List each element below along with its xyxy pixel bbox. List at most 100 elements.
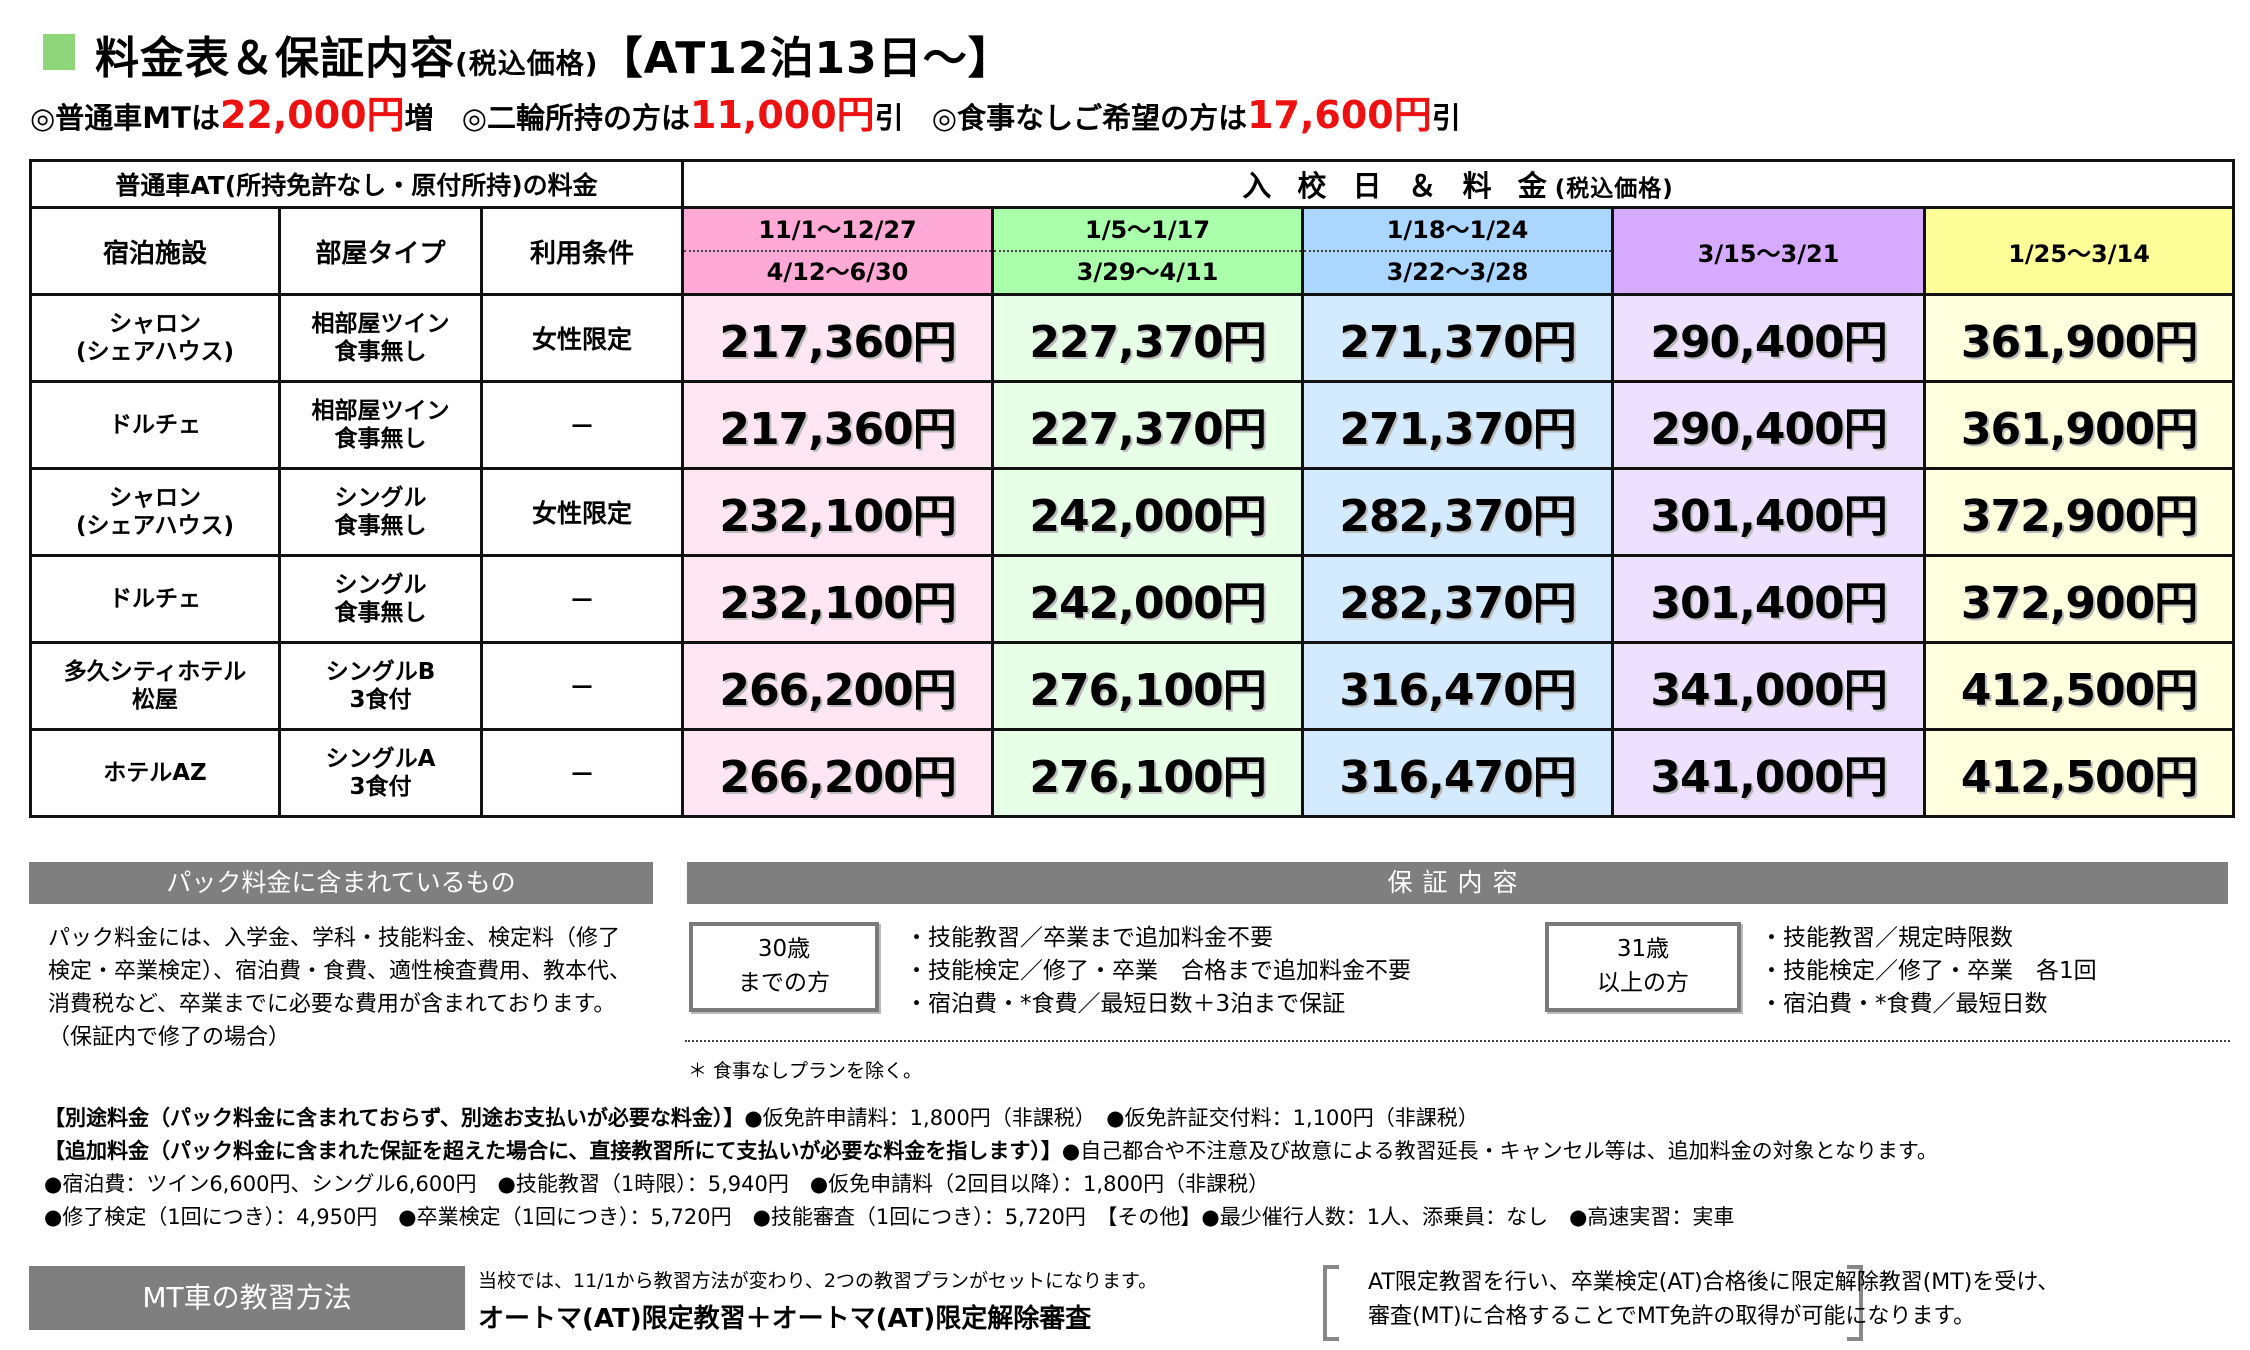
facility-cell: ドルチェ (29, 380, 281, 470)
price-cell: 412,500円 (1923, 641, 2236, 731)
price-cell: 316,470円 (1301, 641, 1615, 731)
adjust-nomeal-suffix: 引 (1431, 101, 1461, 135)
facility-cell: ホテルAZ (29, 728, 281, 818)
table-row: シャロン (シェアハウス) シングル 食事無し 女性限定 232,100円 242,… (29, 467, 2236, 557)
additional-fee-label: 【追加料金（パック料金に含まれた保証を超えた場合に、直接教習所にて支払いが必要な… (44, 1139, 1062, 1163)
pack-description: パック料金には、入学金、学科・技能料金、検定料（修了 検定・卒業検定）、宿泊費・… (48, 926, 632, 1050)
additional-fee-note: ●自己都合や不注意及び故意による教習延長・キャンセル等は、追加料金の対象となりま… (1061, 1139, 1938, 1163)
price-cell: 316,470円 (1301, 728, 1615, 818)
price-cell: 282,370円 (1301, 467, 1615, 557)
condition-cell: 女性限定 (479, 467, 685, 557)
table-row: ドルチェ シングル 食事無し － 232,100円 242,000円 282,37… (29, 554, 2236, 644)
price-cell: 266,200円 (681, 641, 995, 731)
table-left-header: 普通車AT(所持免許なし・原付所持)の料金 (28, 159, 685, 209)
mt-method-header: MT車の教習方法 (29, 1266, 465, 1330)
bracket-left-icon (1323, 1265, 1339, 1341)
price-cell: 290,400円 (1611, 380, 1927, 470)
adjust-mt-prefix: ◎普通車MTは (30, 101, 220, 135)
condition-cell: － (479, 554, 685, 644)
condition-cell: － (479, 641, 685, 731)
price-cell: 266,200円 (681, 728, 995, 818)
adjust-nomeal-prefix: ◎食事なしご希望の方は (931, 101, 1248, 135)
title-plan: 【AT12泊13日～】 (598, 33, 1013, 84)
period-header-1: 11/1～12/27 4/12～6/30 (681, 206, 995, 296)
condition-cell: 女性限定 (479, 293, 685, 383)
title-tax-note: (税込価格) (455, 47, 599, 80)
price-cell: 217,360円 (681, 293, 995, 383)
price-cell: 271,370円 (1301, 380, 1615, 470)
period-header-2: 1/5～1/17 3/29～4/11 (991, 206, 1305, 296)
table-row: ホテルAZ シングルA 3食付 － 266,200円 276,100円 316,4… (29, 728, 2236, 818)
bracket-right-icon (1847, 1265, 1863, 1341)
room-cell: シングル 食事無し (278, 467, 483, 557)
divider (685, 1040, 2230, 1042)
footnote: ＊ 食事なしプランを除く。 (688, 1060, 923, 1082)
price-cell: 276,100円 (991, 641, 1305, 731)
price-cell: 282,370円 (1301, 554, 1615, 644)
price-cell: 232,100円 (681, 467, 995, 557)
other-label: 【その他】 (1106, 1205, 1202, 1229)
age-box-under-30: 30歳 までの方 (689, 922, 879, 1012)
price-cell: 271,370円 (1301, 293, 1615, 383)
price-cell: 361,900円 (1923, 380, 2236, 470)
table-row: 多久シティホテル 松屋 シングルB 3食付 － 266,200円 276,100円 … (29, 641, 2236, 731)
price-cell: 372,900円 (1923, 467, 2236, 557)
price-cell: 217,360円 (681, 380, 995, 470)
period-header-4: 3/15～3/21 (1611, 206, 1927, 296)
guarantee-header: 保証内容 (687, 862, 2228, 904)
period-header-3: 1/18～1/24 3/22～3/28 (1301, 206, 1615, 296)
room-cell: 相部屋ツイン 食事無し (278, 293, 483, 383)
room-cell: シングルA 3食付 (278, 728, 483, 818)
price-cell: 412,500円 (1923, 728, 2236, 818)
col-header-room: 部屋タイプ (278, 206, 483, 296)
period-header-5: 1/25～3/14 (1923, 206, 2236, 296)
condition-cell: － (479, 728, 685, 818)
price-cell: 301,400円 (1611, 554, 1927, 644)
title-marker-icon (43, 34, 75, 70)
condition-cell: － (479, 380, 685, 470)
entry-date-label: 入 校 日 ＆ 料 金 (1242, 169, 1555, 203)
fees-section: 【別途料金（パック料金に含まれておらず、別途お支払いが必要な料金）】●仮免許申請… (44, 1102, 1938, 1234)
adjust-bike-suffix: 引 (874, 101, 904, 135)
col-header-condition: 利用条件 (479, 206, 685, 296)
mt-note: AT限定教習を行い、卒業検定(AT)合格後に限定解除教習(MT)を受け、 審査(… (1368, 1270, 2060, 1329)
guarantee-list-over-31: ・技能教習／規定時限数 ・技能検定／修了・卒業 各1回 ・宿泊費・*食費／最短日… (1760, 925, 2097, 1017)
price-cell: 290,400円 (1611, 293, 1927, 383)
price-cell: 232,100円 (681, 554, 995, 644)
facility-cell: シャロン (シェアハウス) (29, 467, 281, 557)
facility-cell: 多久シティホテル 松屋 (29, 641, 281, 731)
price-cell: 372,900円 (1923, 554, 2236, 644)
adjust-bike-prefix: ◎二輪所持の方は (461, 101, 691, 135)
table-row: ドルチェ 相部屋ツイン 食事無し － 217,360円 227,370円 271,… (29, 380, 2236, 470)
adjust-mt-suffix: 増 (404, 101, 434, 135)
separate-fee-items: ●仮免許申請料：1,800円（非課税） ●仮免許証交付料：1,100円（非課税） (744, 1106, 1479, 1130)
adjust-nomeal-amount: 17,600円 (1247, 93, 1432, 137)
room-cell: シングルB 3食付 (278, 641, 483, 731)
fee-line-3: ●宿泊費：ツイン6,600円、シングル6,600円 ●技能教習（1時限）：5,9… (44, 1172, 1270, 1196)
facility-cell: シャロン (シェアハウス) (29, 293, 281, 383)
price-cell: 242,000円 (991, 467, 1305, 557)
adjust-mt-amount: 22,000円 (219, 93, 405, 137)
page-title: 料金表＆保証内容(税込価格)【AT12泊13日～】 (95, 22, 1013, 86)
mt-note-bracket (1323, 1265, 1863, 1341)
mt-plan: オートマ(AT)限定教習＋オートマ(AT)限定解除審査 (478, 1304, 1092, 1334)
facility-cell: ドルチェ (29, 554, 281, 644)
price-cell: 301,400円 (1611, 467, 1927, 557)
price-adjustments: ◎普通車MTは22,000円増 ◎二輪所持の方は11,000円引 ◎食事なしご希… (30, 84, 1461, 139)
room-cell: シングル 食事無し (278, 554, 483, 644)
pack-header: パック料金に含まれているもの (29, 862, 653, 904)
other-items: ●最少催行人数：1人、添乗員：なし ●高速実習：実車 (1201, 1205, 1735, 1229)
price-cell: 276,100円 (991, 728, 1305, 818)
price-cell: 341,000円 (1611, 641, 1927, 731)
price-cell: 361,900円 (1923, 293, 2236, 383)
separate-fee-label: 【別途料金（パック料金に含まれておらず、別途お支払いが必要な料金）】 (44, 1106, 745, 1130)
price-cell: 227,370円 (991, 293, 1305, 383)
tax-note: (税込価格) (1554, 176, 1674, 202)
table-right-header: 入 校 日 ＆ 料 金(税込価格) (681, 159, 2236, 209)
guarantee-list-under-30: ・技能教習／卒業まで追加料金不要 ・技能検定／修了・卒業 合格まで追加料金不要 … (905, 925, 1411, 1017)
price-table: 普通車AT(所持免許なし・原付所持)の料金 入 校 日 ＆ 料 金(税込価格) … (28, 159, 2236, 818)
age-box-over-31: 31歳 以上の方 (1545, 922, 1741, 1012)
title-main: 料金表＆保証内容 (95, 33, 455, 84)
room-cell: 相部屋ツイン 食事無し (278, 380, 483, 470)
table-row: シャロン (シェアハウス) 相部屋ツイン 食事無し 女性限定 217,360円 22… (29, 293, 2236, 383)
